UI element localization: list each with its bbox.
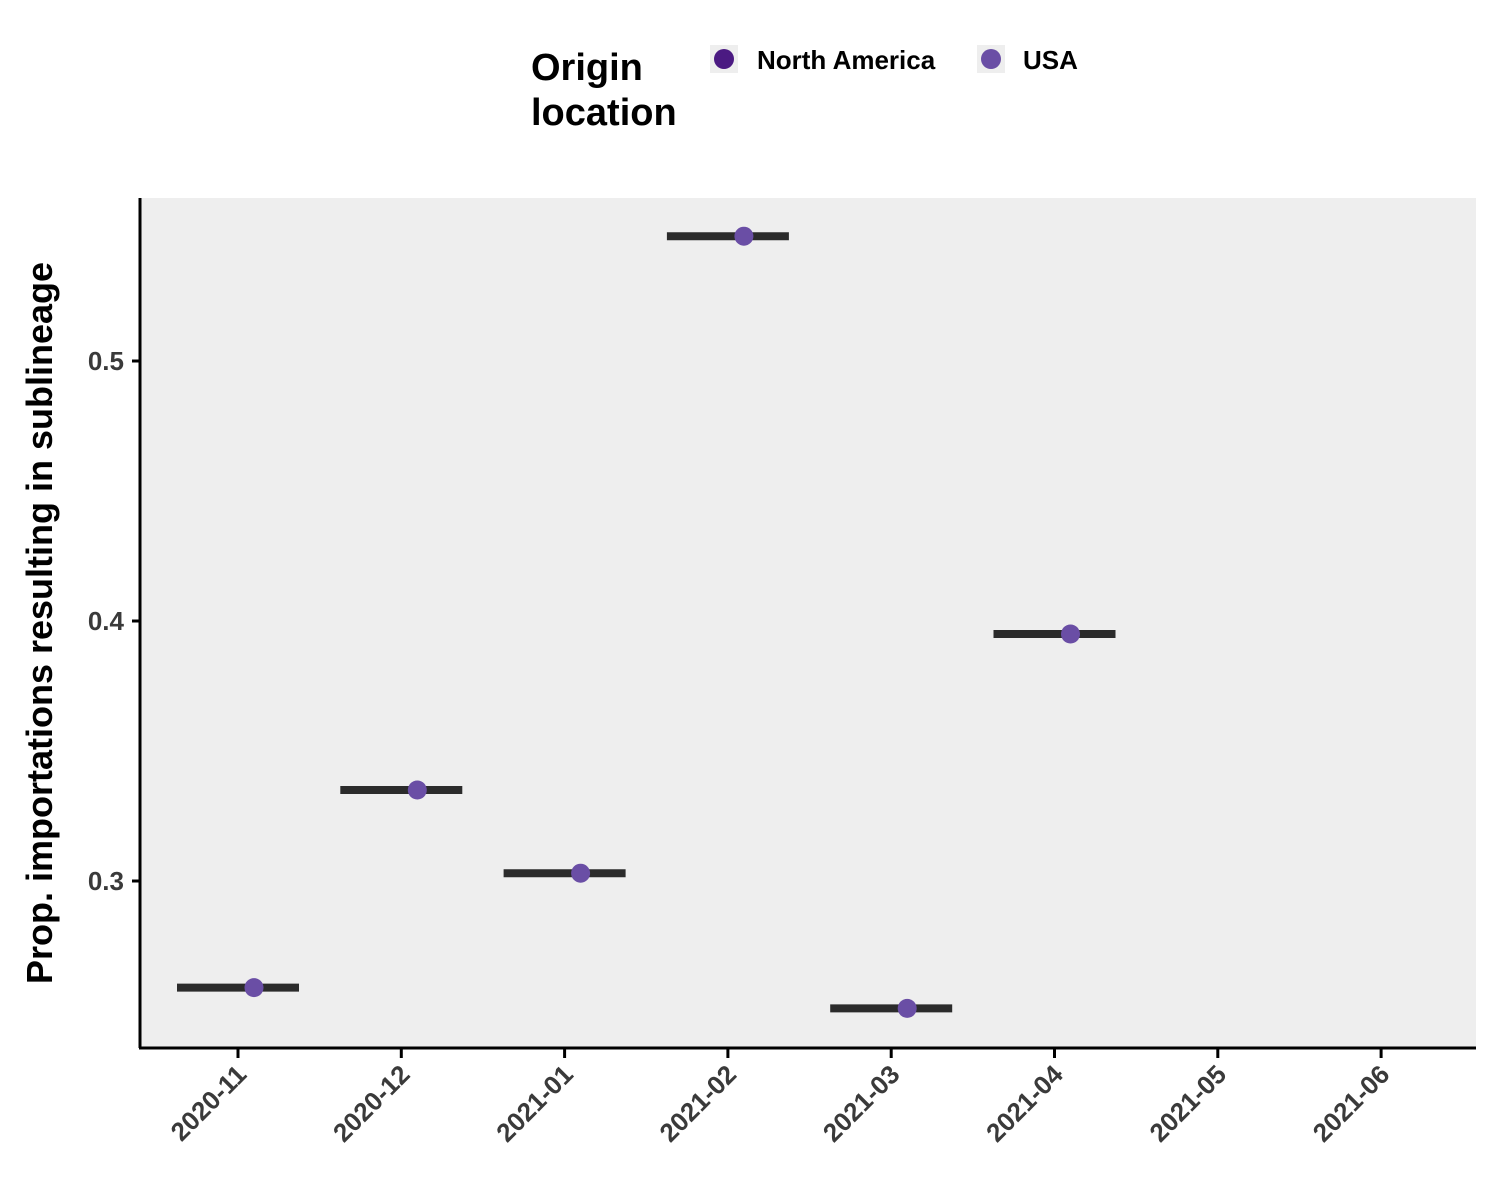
data-point-usa: [571, 863, 591, 883]
x-tick-label: 2021-05: [1143, 1059, 1232, 1148]
data-point-usa: [1061, 624, 1080, 644]
plot-panel: [140, 198, 1476, 1047]
x-axis-ticks: 2020-11 2020-12 2021-01 2021-02 2021-03 2021-…: [165, 1048, 1396, 1148]
segments-layer: [177, 232, 1116, 1013]
x-tick-label: 2021-06: [1307, 1059, 1396, 1148]
y-axis-ticks: 0.3 0.4 0.5: [88, 346, 140, 896]
data-point-usa: [734, 226, 754, 246]
y-tick-label: 0.4: [88, 606, 125, 636]
y-tick-label: 0.5: [88, 346, 124, 376]
points-layer: [244, 226, 1080, 1018]
x-tick-label: 2020-11: [165, 1059, 253, 1147]
legend-title-line-1: Origin: [531, 47, 643, 89]
legend-label-north-america: North America: [757, 45, 936, 75]
data-point-usa: [897, 998, 917, 1018]
legend: Origin location North America USA: [531, 45, 1078, 134]
data-point-usa: [244, 978, 264, 998]
x-tick-label: 2021-01: [490, 1059, 579, 1148]
y-tick-label: 0.3: [88, 866, 124, 896]
legend-label-usa: USA: [1023, 45, 1078, 75]
x-tick-label: 2021-03: [817, 1059, 906, 1148]
y-axis-title: Prop. importations resulting in sublinea…: [19, 262, 60, 984]
x-tick-label: 2021-02: [653, 1059, 742, 1148]
legend-key-north-america: [714, 49, 734, 69]
x-tick-label: 2021-04: [980, 1059, 1069, 1148]
legend-title-line-2: location: [531, 92, 677, 134]
data-point-usa: [407, 780, 427, 800]
legend-key-usa: [981, 49, 1001, 69]
x-tick-label: 2020-12: [327, 1059, 416, 1148]
